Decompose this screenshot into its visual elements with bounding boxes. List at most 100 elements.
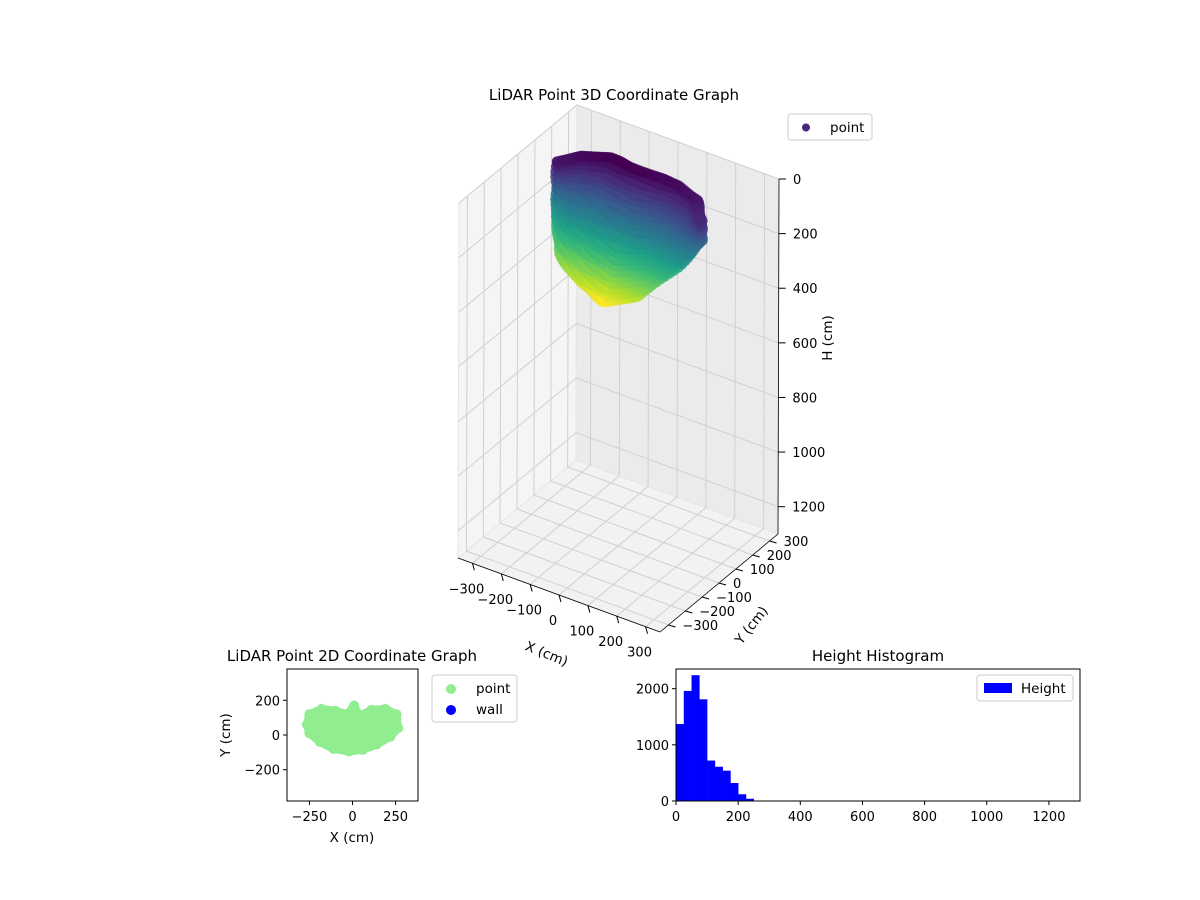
x-axis-label-2d: X (cm) bbox=[330, 830, 375, 846]
histogram-ticks: 0 200 400 600 800 1000 1200 0 1000 2000 bbox=[636, 683, 1066, 825]
y-tick-label-3d: −200 bbox=[699, 605, 735, 620]
histogram-bar bbox=[730, 783, 739, 801]
x-axis-label-3d: X (cm) bbox=[523, 639, 570, 671]
x-tick-label-hist: 600 bbox=[850, 810, 875, 825]
y-tick-label-2d: 200 bbox=[255, 694, 280, 709]
histogram-bar bbox=[691, 675, 700, 801]
point-2d bbox=[316, 703, 327, 714]
point-2d bbox=[391, 709, 402, 720]
histogram-title: Height Histogram bbox=[812, 647, 944, 665]
histogram-bar bbox=[745, 798, 754, 801]
histogram-bar bbox=[722, 770, 731, 801]
chart-2d: LiDAR Point 2D Coordinate Graph −250 0 250… bbox=[218, 647, 518, 846]
x-tick-label-hist: 400 bbox=[788, 810, 813, 825]
y-tick-3d bbox=[685, 610, 693, 614]
point-2d bbox=[342, 709, 353, 720]
z-tick-label-3d: 1000 bbox=[792, 446, 825, 461]
point-2d bbox=[304, 728, 315, 739]
x-tick-label-3d: 100 bbox=[569, 625, 594, 640]
point-2d bbox=[314, 736, 325, 747]
x-tick-label-3d: 300 bbox=[627, 646, 652, 661]
gridline-y bbox=[533, 139, 737, 570]
gridline-y bbox=[516, 153, 720, 584]
point-2d bbox=[330, 705, 341, 716]
x-tick-label-3d: −100 bbox=[506, 603, 542, 618]
legend-2d-wall-marker bbox=[446, 705, 456, 715]
y-tick-label-hist: 2000 bbox=[636, 683, 669, 698]
z-axis-label-3d: H (cm) bbox=[820, 315, 836, 361]
legend-2d: point wall bbox=[431, 674, 518, 723]
z-tick-label-3d: 600 bbox=[793, 337, 818, 352]
point-3d bbox=[696, 214, 707, 226]
y-tick-label-hist: 0 bbox=[661, 795, 669, 810]
point-2d bbox=[349, 700, 360, 711]
x-tick-3d bbox=[558, 594, 562, 603]
histogram-bar bbox=[738, 794, 747, 801]
y-tick-label-3d: 0 bbox=[733, 577, 741, 592]
gridline-h bbox=[457, 432, 779, 532]
legend-2d-point-marker bbox=[446, 684, 456, 694]
point-2d bbox=[385, 731, 396, 742]
chart-3d: LiDAR Point 3D Coordinate Graph −300−200… bbox=[449, 86, 873, 671]
chart-2d-title: LiDAR Point 2D Coordinate Graph bbox=[227, 647, 477, 665]
x-tick-label-hist: 800 bbox=[912, 810, 937, 825]
legend-3d-point-label: point bbox=[830, 120, 864, 136]
histogram-legend-frame bbox=[976, 674, 1074, 702]
gridline-x bbox=[645, 173, 766, 628]
chart-3d-title: LiDAR Point 3D Coordinate Graph bbox=[489, 86, 739, 104]
point-2d bbox=[354, 710, 365, 721]
point-2d bbox=[344, 746, 355, 757]
x-tick-3d bbox=[616, 616, 620, 624]
gridline-h bbox=[458, 104, 780, 204]
chart-histogram: Height Histogram 0 200 400 600 800 1000 1200 0 1… bbox=[636, 647, 1081, 825]
x-tick-label-2d: −250 bbox=[292, 810, 328, 825]
y-tick-3d bbox=[702, 596, 710, 600]
histogram-bar bbox=[699, 699, 708, 801]
y-axis-label-2d: Y (cm) bbox=[218, 713, 234, 758]
z-tick-label-3d: 800 bbox=[792, 391, 817, 406]
x-tick-label-hist: 0 bbox=[672, 810, 680, 825]
histogram-frame-outline bbox=[675, 668, 1081, 802]
point-2d bbox=[393, 723, 404, 734]
z-tick-label-3d: 400 bbox=[793, 282, 818, 297]
y-tick-label-3d: 200 bbox=[767, 549, 792, 564]
x-tick-label-2d: 0 bbox=[348, 810, 356, 825]
x-tick-3d bbox=[500, 573, 504, 581]
point-2d bbox=[366, 704, 377, 715]
gridline-y bbox=[482, 181, 686, 612]
legend-3d-frame bbox=[787, 113, 873, 141]
gridline-y bbox=[550, 125, 753, 556]
x-tick-3d bbox=[587, 605, 591, 613]
x-tick-3d bbox=[529, 584, 533, 592]
gridline-h bbox=[457, 377, 779, 477]
y-tick-label-hist: 1000 bbox=[636, 739, 669, 754]
histogram-bar bbox=[707, 760, 716, 801]
x-tick-label-3d: −200 bbox=[477, 593, 513, 608]
gridline-x bbox=[587, 152, 708, 606]
y-tick-label-3d: −100 bbox=[716, 591, 752, 606]
histogram-legend-label: Height bbox=[1021, 681, 1066, 697]
y-axis-label-3d: Y (cm) bbox=[731, 603, 771, 648]
point-2d bbox=[304, 709, 315, 720]
gridline-h bbox=[458, 322, 779, 422]
gridline-x bbox=[616, 163, 737, 617]
gridline-y bbox=[499, 167, 703, 598]
point-2d bbox=[380, 703, 391, 714]
x-tick-label-3d: −300 bbox=[449, 582, 485, 597]
z-tick-label-3d: 200 bbox=[793, 228, 818, 243]
x-tick-label-2d: 250 bbox=[383, 810, 408, 825]
legend-2d-wall-label: wall bbox=[476, 702, 503, 718]
legend-3d-point-marker bbox=[802, 123, 810, 132]
point-cloud-3d bbox=[550, 150, 708, 308]
histogram-legend: Height bbox=[976, 674, 1074, 702]
axes-3d-ticks: −300−200−1000100200300−300−200−100010020… bbox=[449, 173, 826, 661]
y-tick-3d bbox=[668, 624, 676, 628]
y-tick-3d bbox=[718, 582, 727, 586]
y-tick-3d bbox=[769, 540, 777, 544]
y-tick-label-3d: 300 bbox=[784, 535, 809, 550]
histogram-bars bbox=[676, 675, 770, 801]
x-tick-label-3d: 200 bbox=[598, 635, 623, 650]
x-tick-3d bbox=[471, 563, 475, 571]
y-tick-3d bbox=[752, 554, 760, 558]
